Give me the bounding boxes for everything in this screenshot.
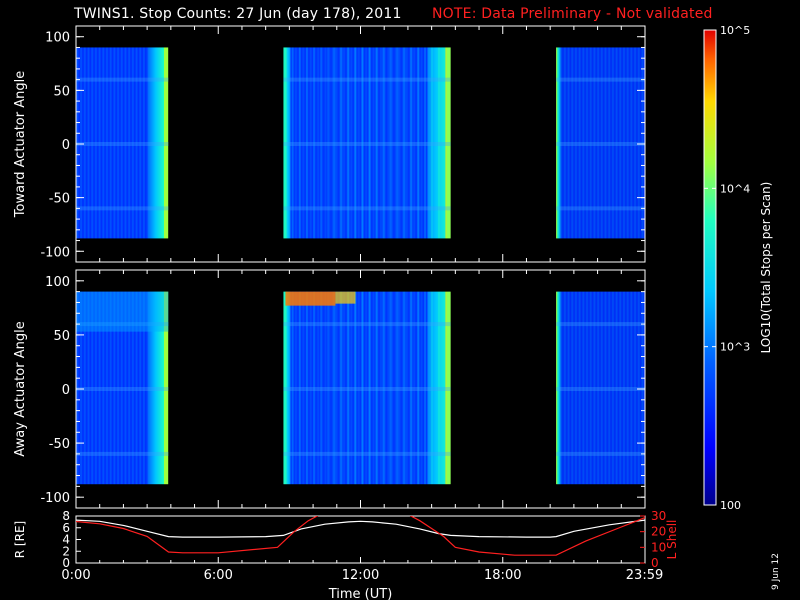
y-tick-label: 100 [45,275,70,290]
radius-line [76,519,645,538]
orbit-y-tick-label-right: 0 [651,556,659,570]
orbit-y-tick-label-left: 4 [62,533,70,547]
orbit-y-tick-label-left: 2 [62,544,70,558]
colorbar-tick-label: 10^4 [720,182,750,195]
y-tick-label: 50 [53,329,70,344]
y-tick-label: 0 [62,383,70,398]
orbit-ylabel-left: R [RE] [13,521,27,558]
y-tick-label: 50 [53,84,70,99]
preliminary-note: NOTE: Data Preliminary - Not validated [432,6,713,22]
orbit-y-tick-label-right: 30 [651,509,666,523]
heatmap-block-0-0 [76,47,169,239]
orbit-y-tick-label-right: 10 [651,540,666,554]
orbit-frame [75,515,646,564]
orbit-y-tick-label-left: 6 [62,521,70,535]
panel-0-ylabel: Toward Actuator Angle [13,71,28,218]
x-tick-label: 23:59 [626,568,663,583]
orbit-lines-layer [76,516,645,556]
heatmap-layer [76,47,646,485]
orbit-ylabel-right: L Shell [665,520,679,560]
date-stamp: 9 Jun 12 [771,553,781,590]
colorbar: 10^5 10^4 10^3 100 LOG10(Total Stops per Sca… [703,24,773,512]
x-tick-label: 12:00 [342,568,379,583]
panel-1-ylabel: Away Actuator Angle [13,321,28,456]
y-tick-label: -100 [40,245,70,260]
heatmap-block-0-2 [556,47,646,239]
colorbar-scale [703,29,717,506]
heatmap-block-0-1 [283,47,451,239]
x-axis-label: Time (UT) [328,587,393,600]
x-tick-label: 6:00 [204,568,233,583]
orbit-y-tick-label-right: 20 [651,525,666,539]
orbit-y-tick-label-left: 8 [62,509,70,523]
lshell-line [76,516,645,556]
heatmap-block-1-1 [283,291,451,485]
colorbar-tick-label: 100 [720,499,741,512]
chart-title: TWINS1. Stop Counts: 27 Jun (day 178), 2… [74,6,402,22]
colorbar-tick-label: 10^5 [720,24,750,37]
heatmap-block-1-0 [76,291,169,485]
x-tick-label: 0:00 [61,568,90,583]
y-tick-label: 0 [62,138,70,153]
colorbar-tick-label: 10^3 [720,341,750,354]
heatmap-block-1-2 [556,291,646,485]
y-tick-label: 100 [45,31,70,46]
y-tick-label: -50 [49,437,70,452]
x-tick-label: 18:00 [484,568,521,583]
y-tick-label: -50 [49,192,70,207]
y-tick-label: -100 [40,491,70,506]
colorbar-label: LOG10(Total Stops per Scan) [759,182,773,354]
orbit-y-tick-label-left: 0 [62,556,70,570]
